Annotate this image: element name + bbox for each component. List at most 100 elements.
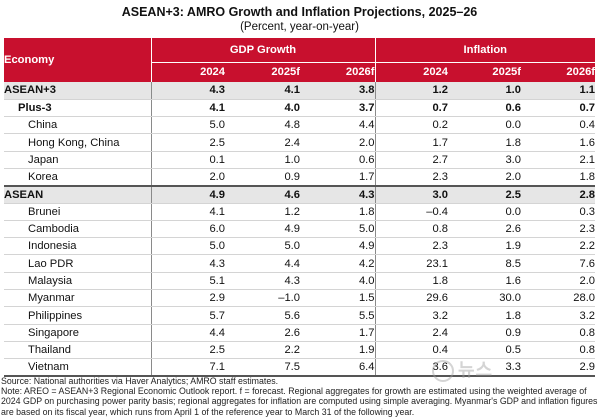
gdp-value-cell: 0.1	[150, 151, 225, 169]
gdp-value-cell: 4.3	[150, 254, 225, 273]
gdp-value-cell: 5.0	[150, 116, 225, 135]
methodology-note: Note: AREO = ASEAN+3 Regional Economic O…	[1, 386, 598, 417]
inflation-value-cell: 0.8	[374, 220, 448, 239]
table-row: Japan 0.1 1.0 0.6 2.7 3.0 2.1	[4, 151, 596, 169]
table-row: Lao PDR 4.3 4.4 4.2 23.1 8.5 7.6	[4, 254, 596, 273]
economy-header: Economy	[4, 38, 151, 82]
inflation-value-cell: 3.2	[374, 306, 448, 325]
inflation-value-cell: 3.0	[374, 184, 448, 204]
gdp-value-cell: 1.0	[225, 151, 300, 169]
table-title: ASEAN+3: AMRO Growth and Inflation Proje…	[121, 5, 478, 19]
inflation-value-cell: 0.7	[521, 99, 596, 118]
inflation-value-cell: 2.5	[448, 184, 521, 204]
inflation-value-cell: 0.9	[448, 324, 521, 342]
economy-name: Philippines	[4, 306, 151, 325]
gdp-value-cell: 2.6	[225, 324, 300, 342]
inflation-value-cell: 2.9	[521, 358, 596, 378]
footnotes: Source: National authorities via Haver A…	[1, 376, 598, 417]
inflation-value-cell: 2.3	[374, 237, 448, 256]
table-row: Brunei 4.1 1.2 1.8 –0.4 0.0 0.3	[4, 203, 596, 221]
gdp-value-cell: 0.6	[300, 151, 375, 169]
inflation-value-cell: 0.6	[448, 99, 521, 118]
economy-name: Singapore	[4, 324, 151, 342]
table-row: Malaysia 5.1 4.3 4.0 1.8 1.6 2.0	[4, 272, 596, 291]
economy-name: Plus-3	[4, 99, 151, 118]
inflation-value-cell: 1.1	[521, 82, 596, 100]
gdp-value-cell: 1.7	[300, 324, 375, 342]
header-row-years: 2024 2025f 2026f 2024 2025f 2026f	[4, 62, 596, 82]
table-row: Plus-3 4.1 4.0 3.7 0.7 0.6 0.7	[4, 99, 596, 118]
gdp-value-cell: 0.9	[225, 168, 300, 187]
inflation-value-cell: 0.0	[448, 116, 521, 135]
table-row: Singapore 4.4 2.6 1.7 2.4 0.9 0.8	[4, 324, 596, 342]
economy-name: Thailand	[4, 341, 151, 360]
inflation-value-cell: 0.8	[521, 324, 596, 342]
inflation-value-cell: 0.2	[374, 116, 448, 135]
year-header: 2024	[374, 62, 448, 82]
gdp-value-cell: 7.1	[150, 358, 225, 378]
inflation-value-cell: 2.1	[521, 151, 596, 169]
economy-name: Myanmar	[4, 289, 151, 308]
gdp-value-cell: 4.1	[225, 82, 300, 100]
economy-name: Vietnam	[4, 358, 151, 378]
table-row: Hong Kong, China 2.5 2.4 2.0 1.7 1.8 1.6	[4, 133, 596, 152]
inflation-value-cell: 28.0	[521, 289, 596, 308]
economy-name: ASEAN	[4, 184, 151, 204]
inflation-value-cell: 0.3	[521, 203, 596, 221]
inflation-value-cell: 1.8	[521, 168, 596, 187]
gdp-value-cell: 5.0	[150, 237, 225, 256]
inflation-value-cell: 1.8	[448, 133, 521, 152]
inflation-value-cell: 1.8	[374, 272, 448, 291]
economy-name: China	[4, 116, 151, 135]
economy-name: Lao PDR	[4, 254, 151, 273]
year-header: 2025f	[448, 62, 521, 82]
inflation-value-cell: 2.3	[521, 220, 596, 239]
economy-name: Malaysia	[4, 272, 151, 291]
gdp-value-cell: 1.9	[300, 341, 375, 360]
inflation-value-cell: 1.2	[374, 82, 448, 100]
inflation-value-cell: 2.2	[521, 237, 596, 256]
gdp-value-cell: 1.5	[300, 289, 375, 308]
gdp-value-cell: 4.6	[225, 184, 300, 204]
gdp-value-cell: 5.5	[300, 306, 375, 325]
gdp-value-cell: 4.1	[150, 203, 225, 221]
table-subtitle: (Percent, year-on-year)	[240, 21, 359, 33]
economy-name: Japan	[4, 151, 151, 169]
gdp-value-cell: 4.1	[150, 99, 225, 118]
inflation-value-cell: 1.8	[448, 306, 521, 325]
table-body: ASEAN+3 4.3 4.1 3.8 1.2 1.0 1.1 Plus-3 4.1 4.0 3.7…	[4, 82, 596, 378]
inflation-value-cell: 1.6	[521, 133, 596, 152]
gdp-value-cell: 4.0	[300, 272, 375, 291]
table-row: ASEAN+3 4.3 4.1 3.8 1.2 1.0 1.1	[4, 82, 596, 100]
inflation-value-cell: 7.6	[521, 254, 596, 273]
source-note: Source: National authorities via Haver A…	[1, 376, 279, 386]
gdp-value-cell: 1.8	[300, 203, 375, 221]
economy-name: Indonesia	[4, 237, 151, 256]
table-row: Indonesia 5.0 5.0 4.9 2.3 1.9 2.2	[4, 237, 596, 256]
inflation-value-cell: –0.4	[374, 203, 448, 221]
gdp-growth-header: GDP Growth	[150, 38, 375, 63]
inflation-value-cell: 0.7	[374, 99, 448, 118]
gdp-value-cell: 5.7	[150, 306, 225, 325]
inflation-value-cell: 2.0	[448, 168, 521, 187]
gdp-value-cell: 5.0	[300, 220, 375, 239]
gdp-value-cell: 2.2	[225, 341, 300, 360]
gdp-value-cell: 4.8	[225, 116, 300, 135]
gdp-value-cell: 1.2	[225, 203, 300, 221]
inflation-value-cell: 2.8	[521, 184, 596, 204]
gdp-value-cell: 3.8	[300, 82, 375, 100]
gdp-value-cell: 6.0	[150, 220, 225, 239]
gdp-value-cell: 2.5	[150, 133, 225, 152]
table-row: Myanmar 2.9 –1.0 1.5 29.6 30.0 28.0	[4, 289, 596, 308]
inflation-value-cell: 0.4	[374, 341, 448, 360]
gdp-value-cell: 4.0	[225, 99, 300, 118]
gdp-value-cell: 5.1	[150, 272, 225, 291]
table-row: Cambodia 6.0 4.9 5.0 0.8 2.6 2.3	[4, 220, 596, 239]
economy-name: Cambodia	[4, 220, 151, 239]
inflation-value-cell: 1.7	[374, 133, 448, 152]
economy-name: Korea	[4, 168, 151, 187]
economy-name: Hong Kong, China	[4, 133, 151, 152]
gdp-value-cell: 4.3	[150, 82, 225, 100]
inflation-value-cell: 2.3	[374, 168, 448, 187]
watermark-text: 뉴스	[458, 360, 494, 380]
